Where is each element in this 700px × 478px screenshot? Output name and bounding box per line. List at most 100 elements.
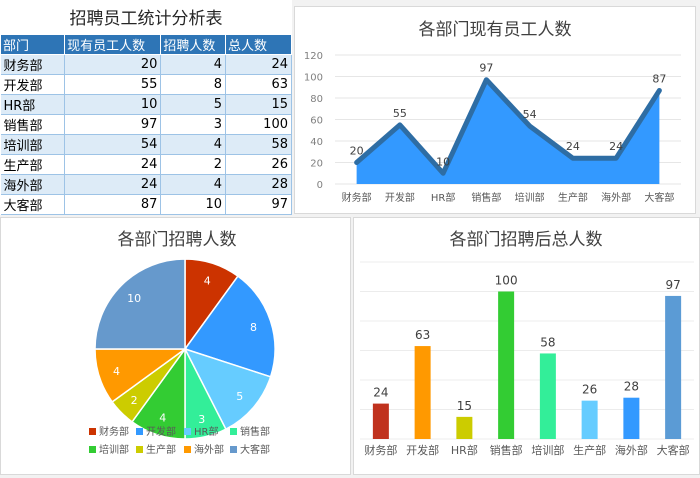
line-data-label: 87 (652, 72, 666, 85)
cell-dept: 生产部 (0, 154, 66, 175)
cell-dept: 培训部 (0, 134, 66, 155)
pie-legend-swatch (184, 428, 191, 435)
cell-recruit: 10 (160, 194, 227, 215)
table-header-row: 部门 现有员工人数 招聘人数 总人数 (0, 34, 292, 55)
table-row: HR部 10 5 15 (0, 94, 292, 115)
cell-current: 97 (64, 114, 162, 135)
cell-current: 55 (64, 74, 162, 95)
cell-current: 24 (64, 154, 162, 175)
header-dept: 部门 (0, 34, 66, 55)
pie-data-label: 2 (131, 394, 138, 407)
line-data-label: 54 (523, 108, 537, 121)
bar-data-label: 63 (415, 328, 430, 342)
line-y-tick: 20 (310, 159, 323, 170)
cell-current: 24 (64, 174, 162, 195)
bar-chart-panel: 各部门招聘后总人数 24 财务部 63 开发部 15 HR部 100 销售部 58 培训部 26 生产部… (353, 217, 700, 475)
bar-x-tick: 生产部 (573, 443, 606, 457)
bar-data-label: 15 (457, 399, 472, 413)
line-x-tick: 海外部 (601, 191, 631, 204)
line-y-tick: 100 (304, 73, 323, 84)
line-y-tick: 60 (310, 116, 323, 127)
line-chart-title: 各部门现有员工人数 (419, 20, 572, 40)
cell-total: 63 (225, 74, 292, 95)
cell-total: 24 (225, 54, 292, 75)
bar-x-tick: HR部 (451, 443, 478, 457)
staff-table: 部门 现有员工人数 招聘人数 总人数 财务部 20 4 24 开发部 55 8 63 HR部 10… (0, 34, 292, 215)
bar-data-label: 100 (495, 274, 518, 288)
line-x-tick: 培训部 (515, 191, 545, 204)
pie-legend-swatch (89, 428, 96, 435)
bar (539, 353, 556, 439)
table-row: 开发部 55 8 63 (0, 74, 292, 95)
bar-x-tick: 海外部 (615, 443, 648, 457)
line-data-label: 24 (609, 140, 623, 153)
cell-dept: 大客部 (0, 194, 66, 215)
cell-recruit: 2 (160, 154, 227, 175)
cell-recruit: 4 (160, 134, 227, 155)
table-row: 生产部 24 2 26 (0, 154, 292, 175)
bar (414, 346, 431, 439)
pie-data-label: 10 (127, 292, 141, 305)
line-chart: 各部门现有员工人数 0 20 40 60 80 100 120 20 财务部 55 开发部 10 HR部 9… (304, 20, 681, 204)
bar-data-label: 97 (665, 278, 680, 292)
bar-data-label: 24 (373, 386, 388, 400)
cell-total: 100 (225, 114, 292, 135)
pie-legend-swatch (136, 446, 143, 453)
cell-dept: HR部 (0, 94, 66, 115)
cell-recruit: 4 (160, 54, 227, 75)
line-x-tick: 开发部 (385, 191, 415, 204)
bar-data-label: 58 (540, 335, 555, 349)
cell-current: 87 (64, 194, 162, 215)
pie-slice (183, 275, 276, 378)
pie-data-label: 5 (236, 390, 243, 403)
line-x-tick: 生产部 (558, 191, 588, 204)
pie-legend-label: 开发部 (146, 425, 176, 438)
line-data-label: 10 (436, 155, 450, 168)
line-x-tick: 大客部 (644, 191, 674, 204)
line-x-tick: 销售部 (471, 191, 501, 204)
line-area-fill (356, 79, 660, 184)
header-recruit: 招聘人数 (160, 34, 227, 55)
cell-current: 10 (64, 94, 162, 115)
header-current: 现有员工人数 (64, 34, 162, 55)
table-body: 财务部 20 4 24 开发部 55 8 63 HR部 10 5 15 销售部 97 3 100 培训部 54 4 5… (0, 54, 292, 215)
bar (456, 416, 473, 439)
pie-legend-label: 财务部 (99, 425, 129, 438)
pie-legend-swatch (184, 446, 191, 453)
header-total: 总人数 (225, 34, 292, 55)
cell-total: 15 (225, 94, 292, 115)
pie-data-label: 4 (204, 275, 211, 288)
bar-data-label: 28 (624, 380, 639, 394)
cell-dept: 开发部 (0, 74, 66, 95)
bar-chart-title: 各部门招聘后总人数 (450, 230, 603, 250)
cell-total: 58 (225, 134, 292, 155)
cell-dept: 财务部 (0, 54, 66, 75)
line-y-tick: 120 (304, 51, 323, 62)
cell-recruit: 8 (160, 74, 227, 95)
bar-x-tick: 开发部 (406, 443, 439, 457)
bar-x-tick: 培训部 (531, 443, 564, 457)
pie-data-label: 4 (159, 411, 166, 424)
pie-data-label: 3 (198, 413, 205, 426)
cell-recruit: 5 (160, 94, 227, 115)
bar (665, 295, 682, 439)
line-data-label: 20 (350, 145, 364, 158)
table-row: 海外部 24 4 28 (0, 174, 292, 195)
line-y-tick: 80 (310, 94, 323, 105)
cell-dept: 海外部 (0, 174, 66, 195)
pie-slice (183, 347, 272, 431)
pie-legend-label: 大客部 (240, 443, 270, 456)
pie-data-label: 4 (113, 365, 120, 378)
cell-total: 97 (225, 194, 292, 215)
cell-current: 20 (64, 54, 162, 75)
line-y-tick: 40 (310, 137, 323, 148)
table-row: 大客部 87 10 97 (0, 194, 292, 215)
staff-table-panel: 招聘员工统计分析表 部门 现有员工人数 招聘人数 总人数 财务部 20 4 24 开发部… (0, 0, 292, 215)
pie-chart-title: 各部门招聘人数 (118, 230, 237, 250)
line-y-tick: 0 (317, 180, 323, 191)
pie-chart-panel: 各部门招聘人数 4 8 5 3 4 2 4 10 财务部 开发部 HR部 销售部 培训部 生产部 海外部 大客部 (0, 217, 351, 475)
pie-legend-swatch (230, 446, 237, 453)
line-data-label: 97 (479, 62, 493, 75)
bar (581, 400, 598, 439)
